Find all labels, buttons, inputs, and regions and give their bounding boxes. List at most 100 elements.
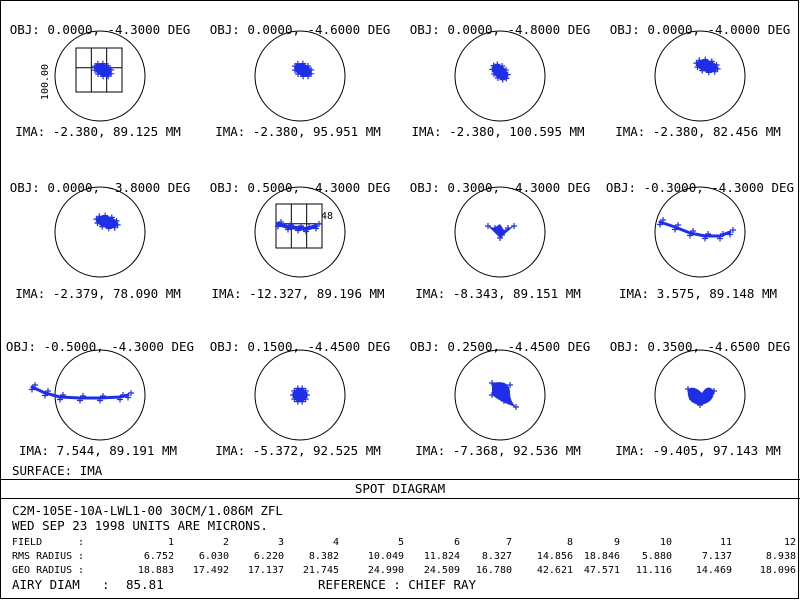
rms-value: 7.137 — [702, 551, 732, 562]
ray-marker — [672, 226, 678, 233]
ray-marker — [99, 223, 106, 230]
ray-marker — [304, 392, 310, 398]
surface-label: SURFACE: IMA — [12, 463, 103, 478]
geo-value: 24.509 — [424, 565, 460, 576]
field-number: 12 — [784, 537, 796, 548]
ray-marker — [99, 60, 106, 67]
airy-disk-circle — [654, 349, 746, 441]
ray-marker — [693, 60, 700, 67]
ray-marker — [727, 231, 733, 238]
panel-title: SPOT DIAGRAM — [355, 481, 445, 496]
field-number: 7 — [506, 537, 512, 548]
ray-marker — [105, 73, 112, 80]
ray-marker — [275, 223, 281, 230]
ray-marker — [489, 380, 495, 386]
ray-marker — [102, 212, 109, 219]
airy-disk-circle — [654, 186, 746, 278]
ray-marker — [91, 63, 98, 70]
spot-core — [94, 63, 112, 77]
rms-value: 8.938 — [766, 551, 796, 562]
geo-value: 21.745 — [303, 565, 339, 576]
ray-marker — [501, 398, 507, 404]
spot-streak — [658, 220, 732, 238]
ray-marker — [705, 231, 711, 237]
geo-label: GEO RADIUS — [12, 565, 72, 576]
airy-disk-circle — [454, 30, 546, 122]
image-coordinate-label: IMA: -2.380, 89.125 MM — [15, 124, 181, 139]
ray-marker — [730, 227, 736, 233]
spot-core — [293, 388, 307, 402]
ray-marker — [291, 63, 298, 70]
ray-marker — [96, 213, 103, 220]
field-number: 8 — [567, 537, 573, 548]
ray-marker — [685, 386, 691, 392]
ray-marker — [45, 388, 51, 394]
ray-marker — [499, 62, 506, 69]
ray-marker — [720, 231, 726, 237]
geo-value: 47.571 — [584, 565, 620, 576]
field-number: 4 — [333, 537, 339, 548]
airy-disk-circle — [254, 30, 346, 122]
ray-marker — [94, 220, 101, 227]
ray-marker — [295, 227, 301, 234]
ray-marker — [42, 392, 48, 399]
airy-disk-circle — [254, 186, 346, 278]
field-number: 1 — [168, 537, 174, 548]
spot-cell-4: OBJ: 0.0000, -4.0000 DEG IMA: -2.380, 82.… — [610, 22, 791, 139]
ray-marker — [507, 382, 513, 388]
ray-marker — [711, 68, 718, 75]
rms-value: 8.327 — [482, 551, 512, 562]
ray-marker — [306, 224, 312, 230]
image-coordinate-label: IMA: -5.372, 92.525 MM — [215, 443, 381, 458]
ray-marker — [32, 382, 38, 388]
spot-core — [294, 63, 312, 77]
ray-marker — [80, 393, 86, 399]
field-object-label: OBJ: -0.5000, -4.3000 DEG — [6, 339, 194, 354]
ray-marker — [316, 221, 322, 227]
airy-colon: : — [102, 577, 110, 592]
ray-marker — [100, 73, 107, 80]
field-object-label: OBJ: 0.2500, -4.4500 DEG — [410, 339, 591, 354]
ray-marker — [494, 61, 501, 68]
spot-cell-10: OBJ: 0.1500, -4.4500 DEG IMA: -5.372, 92.… — [210, 339, 391, 458]
image-coordinate-label: IMA: -8.343, 89.151 MM — [415, 286, 581, 301]
ray-marker — [294, 398, 301, 405]
ray-marker — [97, 397, 103, 404]
rms-value: 14.856 — [537, 551, 573, 562]
spot-core — [492, 382, 516, 407]
ray-marker — [499, 232, 505, 238]
ray-marker — [108, 66, 115, 73]
airy-disk-circle — [654, 30, 746, 122]
rms-value: 8.382 — [309, 551, 339, 562]
ray-marker — [699, 67, 706, 74]
ray-marker — [288, 222, 294, 228]
field-object-label: OBJ: 0.3500, -4.6500 DEG — [610, 339, 791, 354]
spot-cell-1: OBJ: 0.0000, -4.3000 DEG 100.00 IMA: -2.38… — [10, 22, 191, 139]
field-object-label: OBJ: 0.0000, -4.0000 DEG — [610, 22, 791, 37]
spot-core — [96, 215, 118, 229]
airy-disk-circle — [454, 186, 546, 278]
ray-marker — [303, 228, 309, 235]
scale-box — [75, 47, 123, 93]
airy-label: AIRY DIAM — [12, 577, 80, 592]
ray-marker — [687, 232, 693, 239]
field-number: 9 — [614, 537, 620, 548]
ray-marker — [308, 66, 315, 73]
ray-marker — [100, 393, 106, 399]
rms-label: RMS RADIUS — [12, 551, 72, 562]
spot-cell-9: OBJ: -0.5000, -4.3000 DEG IMA: 7.544, 89.… — [6, 339, 194, 458]
image-coordinate-label: IMA: -9.405, 97.143 MM — [615, 443, 781, 458]
ray-marker — [305, 73, 312, 80]
ray-marker — [294, 60, 301, 67]
field-number: 3 — [278, 537, 284, 548]
field-object-label: OBJ: 0.1500, -4.4500 DEG — [210, 339, 391, 354]
reference-label: REFERENCE : CHIEF RAY — [318, 577, 477, 592]
ray-marker — [108, 214, 115, 221]
ray-marker — [711, 388, 717, 394]
ray-marker — [505, 225, 511, 231]
spot-grid: OBJ: 0.0000, -4.3000 DEG 100.00 IMA: -2.38… — [6, 22, 794, 458]
field-object-label: OBJ: 0.0000, -4.6000 DEG — [210, 22, 391, 37]
scale-label: 100.00 — [40, 64, 51, 100]
ray-marker — [113, 217, 120, 224]
